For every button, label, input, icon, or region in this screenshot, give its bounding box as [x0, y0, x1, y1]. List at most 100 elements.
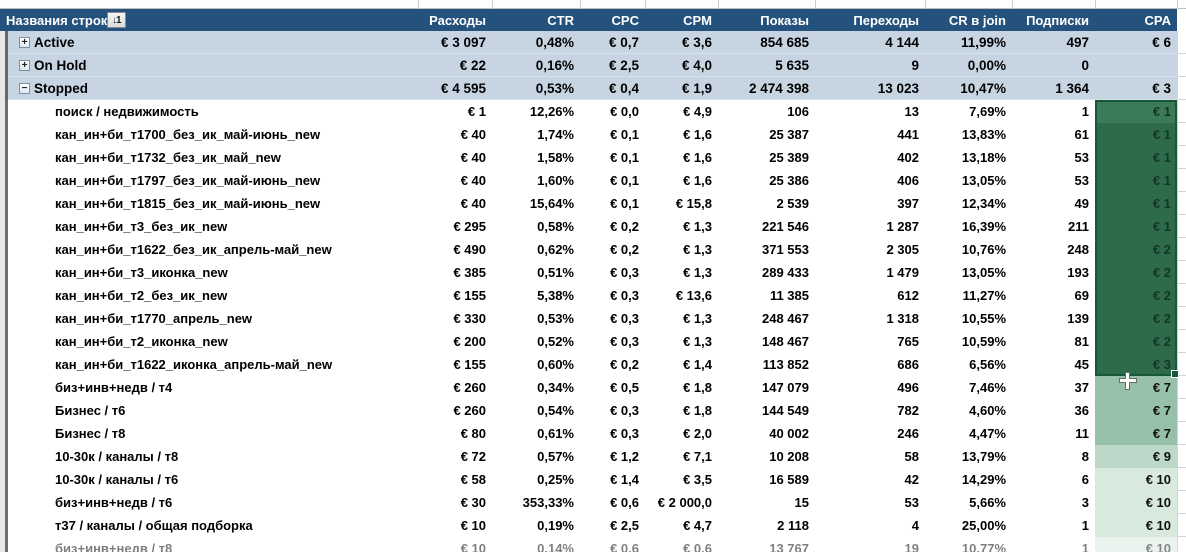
cell-cr_join[interactable]: 10,59% — [961, 334, 1006, 349]
cell-clicks[interactable]: 13 023 — [877, 80, 919, 96]
cell-clicks[interactable]: 13 — [904, 104, 919, 119]
row-label-cell[interactable]: кан_ин+би_т3_иконка_new — [0, 261, 418, 284]
cell-cpa[interactable]: € 7 — [1095, 422, 1177, 445]
expand-icon[interactable]: + — [19, 59, 30, 71]
cell-ctr[interactable]: 0,34% — [537, 380, 574, 395]
cell-cpm[interactable]: € 1,3 — [683, 265, 712, 280]
cell-cpm[interactable]: € 4,0 — [681, 57, 712, 73]
column-header-impressions[interactable]: Показы — [760, 12, 809, 28]
cell-subs[interactable]: 53 — [1074, 173, 1089, 188]
cell-impressions[interactable]: 13 767 — [769, 541, 809, 552]
cell-clicks[interactable]: 58 — [904, 449, 919, 464]
cell-subs[interactable]: 45 — [1074, 357, 1089, 372]
cell-cpa[interactable]: € 9 — [1095, 445, 1177, 468]
cell-cr_join[interactable]: 11,99% — [960, 34, 1006, 50]
cell-expenses[interactable]: € 4 595 — [440, 80, 486, 96]
cell-cpc[interactable]: € 1,4 — [610, 472, 639, 487]
row-label-cell[interactable]: 10-30к / каналы / т8 — [0, 445, 418, 468]
cell-cr_join[interactable]: 13,05% — [961, 265, 1006, 280]
row-names-header-cell[interactable]: Названия строк ↓1 — [0, 9, 418, 31]
cell-cpm[interactable]: € 1,9 — [681, 80, 712, 96]
cell-cpc[interactable]: € 0,1 — [610, 150, 639, 165]
cell-cr_join[interactable]: 7,46% — [969, 380, 1006, 395]
cell-impressions[interactable]: 40 002 — [769, 426, 809, 441]
cell-expenses[interactable]: € 22 — [459, 57, 486, 73]
cell-expenses[interactable]: € 1 — [467, 104, 486, 119]
row-label-cell[interactable]: т37 / каналы / общая подборка — [0, 514, 418, 537]
cell-clicks[interactable]: 19 — [904, 541, 919, 552]
row-label-cell[interactable]: биз+инв+недв / т8 — [0, 537, 418, 552]
cell-clicks[interactable]: 397 — [897, 196, 919, 211]
cell-cpa[interactable]: € 6 — [1152, 34, 1171, 50]
row-label-cell[interactable]: кан_ин+би_т1770_апрель_new — [0, 307, 418, 330]
column-header-expenses[interactable]: Расходы — [429, 12, 486, 28]
cell-ctr[interactable]: 0,48% — [535, 34, 574, 50]
cell-clicks[interactable]: 4 144 — [885, 34, 919, 50]
cell-expenses[interactable]: € 58 — [460, 472, 486, 487]
cell-ctr[interactable]: 1,60% — [537, 173, 574, 188]
cell-cpm[interactable]: € 2,0 — [683, 426, 712, 441]
cell-clicks[interactable]: 782 — [897, 403, 919, 418]
cell-subs[interactable]: 37 — [1074, 380, 1089, 395]
cell-subs[interactable]: 81 — [1074, 334, 1089, 349]
cell-cr_join[interactable]: 13,83% — [961, 127, 1006, 142]
cell-cpa[interactable]: € 10 — [1095, 491, 1177, 514]
cell-cpc[interactable]: € 0,0 — [610, 104, 639, 119]
cell-cr_join[interactable]: 7,69% — [969, 104, 1006, 119]
cell-cpa[interactable]: € 1 — [1095, 146, 1177, 169]
cell-cpa[interactable]: € 3 — [1095, 353, 1177, 376]
column-header-cpm[interactable]: CPM — [683, 12, 712, 28]
cell-cr_join[interactable]: 10,76% — [961, 242, 1006, 257]
cell-impressions[interactable]: 5 635 — [775, 57, 809, 73]
cell-cpc[interactable]: € 0,1 — [610, 173, 639, 188]
cell-clicks[interactable]: 42 — [904, 472, 919, 487]
cell-impressions[interactable]: 25 389 — [769, 150, 809, 165]
row-label-cell[interactable]: кан_ин+би_т1797_без_ик_май-июнь_new — [0, 169, 418, 192]
cell-clicks[interactable]: 686 — [897, 357, 919, 372]
cell-ctr[interactable]: 0,61% — [537, 426, 574, 441]
cell-expenses[interactable]: € 260 — [453, 380, 486, 395]
cell-subs[interactable]: 497 — [1066, 34, 1089, 50]
cell-cpa[interactable]: € 2 — [1095, 284, 1177, 307]
cell-impressions[interactable]: 371 553 — [762, 242, 809, 257]
cell-expenses[interactable]: € 295 — [453, 219, 486, 234]
cell-clicks[interactable]: 496 — [897, 380, 919, 395]
cell-cpc[interactable]: € 2,5 — [610, 518, 639, 533]
cell-impressions[interactable]: 16 589 — [769, 472, 809, 487]
cell-cr_join[interactable]: 10,47% — [960, 80, 1006, 96]
row-label-cell[interactable]: кан_ин+би_т1815_без_ик_май-июнь_new — [0, 192, 418, 215]
cell-cpm[interactable]: € 3,6 — [681, 34, 712, 50]
cell-expenses[interactable]: € 72 — [460, 449, 486, 464]
cell-cpm[interactable]: € 1,4 — [683, 357, 712, 372]
cell-cpa[interactable]: € 1 — [1095, 123, 1177, 146]
cell-cpa[interactable]: € 2 — [1095, 261, 1177, 284]
right-sheet-margin[interactable] — [1177, 31, 1186, 552]
cell-expenses[interactable]: € 40 — [460, 127, 486, 142]
cell-impressions[interactable]: 113 852 — [762, 357, 809, 372]
cell-cpa[interactable]: € 10 — [1095, 468, 1177, 491]
cell-clicks[interactable]: 246 — [897, 426, 919, 441]
cell-subs[interactable]: 1 — [1081, 104, 1089, 119]
cell-ctr[interactable]: 0,51% — [537, 265, 574, 280]
cell-subs[interactable]: 1 364 — [1055, 80, 1089, 96]
cell-cr_join[interactable]: 4,47% — [969, 426, 1006, 441]
cell-cr_join[interactable]: 4,60% — [969, 403, 1006, 418]
cell-subs[interactable]: 248 — [1067, 242, 1089, 257]
cell-clicks[interactable]: 612 — [897, 288, 919, 303]
cell-cpa[interactable]: € 1 — [1095, 192, 1177, 215]
cell-clicks[interactable]: 441 — [897, 127, 919, 142]
cell-ctr[interactable]: 0,57% — [537, 449, 574, 464]
cell-clicks[interactable]: 1 318 — [886, 311, 919, 326]
cell-cr_join[interactable]: 10,77% — [961, 541, 1006, 552]
cell-cpm[interactable]: € 1,3 — [683, 334, 712, 349]
cell-ctr[interactable]: 0,52% — [537, 334, 574, 349]
row-label-cell[interactable]: кан_ин+би_т1622_без_ик_апрель-май_new — [0, 238, 418, 261]
cell-expenses[interactable]: € 490 — [453, 242, 486, 257]
sort-filter-icon[interactable]: ↓1 — [107, 12, 127, 28]
cell-cpa[interactable]: € 1 — [1095, 100, 1177, 123]
cell-ctr[interactable]: 0,14% — [537, 541, 574, 552]
row-label-cell[interactable]: кан_ин+би_т1732_без_ик_май_new — [0, 146, 418, 169]
cell-cr_join[interactable]: 13,18% — [961, 150, 1006, 165]
cell-subs[interactable]: 1 — [1081, 541, 1089, 552]
cell-expenses[interactable]: € 10 — [460, 518, 486, 533]
